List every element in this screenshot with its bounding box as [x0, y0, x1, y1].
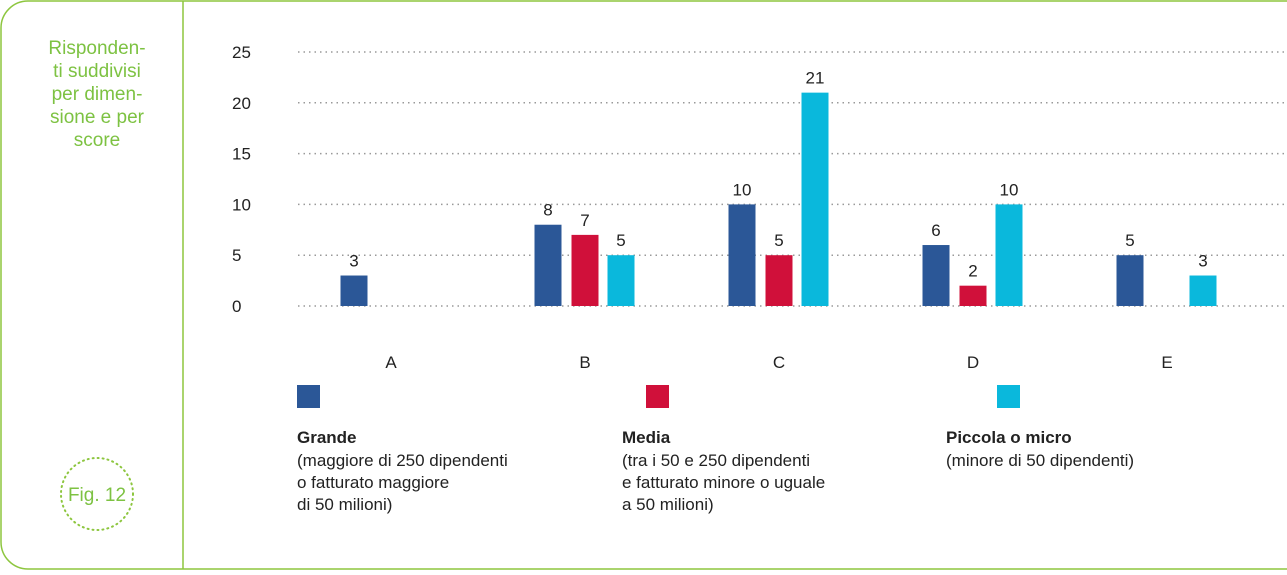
bar: [1116, 255, 1144, 306]
side-caption: ti suddivisi: [53, 61, 141, 82]
value-label: 7: [580, 211, 589, 230]
legend-description: (minore di 50 dipendenti): [946, 451, 1134, 470]
y-tick-label: 5: [232, 246, 241, 265]
y-tick-label: 15: [232, 145, 251, 164]
y-tick-label: 25: [232, 43, 251, 62]
legend-description: (tra i 50 e 250 dipendenti: [622, 451, 810, 470]
x-tick-label: C: [773, 353, 785, 372]
value-label: 10: [1000, 180, 1019, 199]
value-label: 3: [1198, 252, 1207, 271]
legend-swatch: [297, 385, 320, 408]
legend-description: o fatturato maggiore: [297, 473, 449, 492]
legend-swatch: [646, 385, 669, 408]
value-label: 10: [733, 180, 752, 199]
y-tick-label: 10: [232, 195, 251, 214]
legend-name: Piccola o micro: [946, 428, 1072, 447]
legend-name: Grande: [297, 428, 357, 447]
legend-name: Media: [622, 428, 671, 447]
side-caption: Risponden-: [48, 38, 145, 59]
value-label: 5: [1125, 231, 1134, 250]
bar: [1189, 275, 1217, 306]
bar: [728, 204, 756, 306]
value-label: 5: [774, 231, 783, 250]
legend-description: e fatturato minore o uguale: [622, 473, 825, 492]
y-tick-label: 20: [232, 94, 251, 113]
bar: [534, 224, 562, 306]
x-tick-label: B: [579, 353, 590, 372]
figure-circle: [60, 457, 134, 531]
value-label: 6: [931, 221, 940, 240]
bar: [340, 275, 368, 306]
legend-description: (maggiore di 250 dipendenti: [297, 451, 508, 470]
value-label: 21: [806, 69, 825, 88]
bar: [922, 245, 950, 306]
bar: [571, 234, 599, 306]
value-label: 5: [616, 231, 625, 250]
figure-label: Fig. 12: [68, 485, 126, 506]
value-label: 3: [349, 252, 358, 271]
bar: [801, 92, 829, 306]
x-tick-label: E: [1161, 353, 1172, 372]
value-label: 8: [543, 201, 552, 220]
legend-swatch: [997, 385, 1020, 408]
value-label: 2: [968, 262, 977, 281]
y-tick-label: 0: [232, 297, 241, 316]
bar: [765, 255, 793, 306]
legend-description: di 50 milioni): [297, 495, 392, 514]
x-tick-label: D: [967, 353, 979, 372]
side-caption: score: [74, 130, 120, 151]
side-caption: sione e per: [50, 107, 145, 128]
legend-description: a 50 milioni): [622, 495, 714, 514]
bar: [959, 285, 987, 306]
bar: [607, 255, 635, 306]
x-tick-label: A: [385, 353, 397, 372]
bar: [995, 204, 1023, 306]
side-caption: per dimen-: [52, 84, 143, 105]
